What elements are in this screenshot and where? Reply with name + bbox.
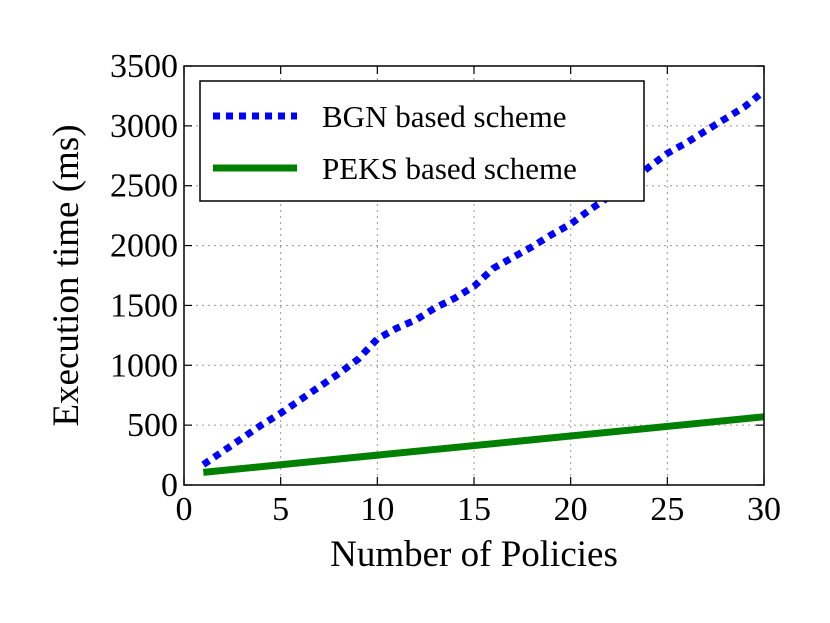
x-tick-label: 30: [747, 491, 781, 528]
y-tick-label: 3500: [110, 48, 178, 85]
y-tick-label: 1500: [110, 287, 178, 324]
x-axis-label: Number of Policies: [330, 534, 618, 575]
x-tick-labels: 0 5 10 15 20 25 30: [176, 491, 782, 528]
y-tick-label: 0: [161, 467, 178, 504]
x-tick-label: 25: [650, 491, 684, 528]
legend-box: [199, 80, 645, 202]
y-tick-label: 2000: [110, 228, 178, 265]
series-layer: [201, 88, 767, 476]
y-tick-label: 1000: [110, 347, 178, 384]
series-line-bgn: [201, 88, 767, 468]
x-tick-label: 0: [176, 491, 193, 528]
series-line-peks: [202, 413, 765, 476]
x-tick-label: 15: [457, 491, 491, 528]
legend-label-peks: PEKS based scheme: [322, 151, 577, 186]
y-tick-label: 2500: [110, 168, 178, 205]
x-tick-label: 20: [554, 491, 588, 528]
x-tick-label: 5: [272, 491, 289, 528]
y-tick-label: 500: [127, 407, 178, 444]
x-tick-label: 10: [360, 491, 394, 528]
legend-label-bgn: BGN based scheme: [322, 99, 567, 134]
y-tick-label: 3000: [110, 108, 178, 145]
legend: BGN based scheme PEKS based scheme: [199, 80, 645, 202]
y-tick-labels: 0 500 1000 1500 2000 2500 3000 3500: [110, 48, 178, 504]
y-axis-label: Execution time (ms): [46, 124, 87, 426]
axis-ticks: [183, 65, 765, 486]
